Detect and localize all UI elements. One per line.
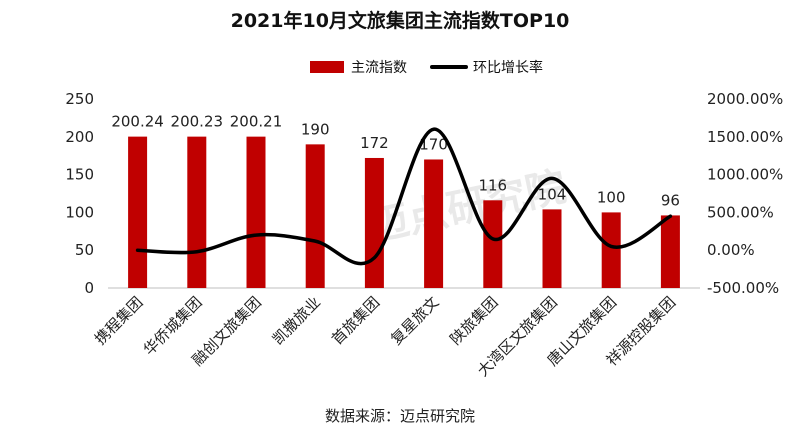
bar-value-label: 200.23 <box>171 113 224 131</box>
bar <box>601 212 621 288</box>
bar-value-label: 200.21 <box>230 113 283 131</box>
line-series <box>135 127 673 266</box>
right-axis-ticks: -500.00% 0.00% 500.00% 1000.00% 1500.00% 2000… <box>707 90 783 297</box>
bar <box>542 209 562 288</box>
legend-bar-label: 主流指数 <box>351 60 407 76</box>
left-tick-label: 250 <box>65 90 94 108</box>
right-tick-label: -500.00% <box>707 279 779 297</box>
legend-bar-swatch <box>310 61 344 73</box>
bar-value-label: 96 <box>661 191 680 209</box>
bar <box>128 136 148 288</box>
bar-data-labels: 200.24 200.23 200.21 190 172 170 116 104 100 96 <box>111 113 680 210</box>
bar <box>483 200 503 288</box>
bar <box>246 136 266 288</box>
category-label: 复星旅文 <box>387 293 442 348</box>
bar-value-label: 172 <box>360 134 389 152</box>
category-label: 首旅集团 <box>328 293 383 348</box>
watermark-text: 迈点研究院 <box>365 164 570 251</box>
left-tick-label: 150 <box>65 166 94 184</box>
bar <box>364 157 384 288</box>
bar <box>660 215 680 288</box>
left-tick-label: 50 <box>75 241 94 259</box>
bar-value-label: 200.24 <box>111 113 164 131</box>
right-tick-label: 500.00% <box>707 203 774 221</box>
right-tick-label: 1000.00% <box>707 166 783 184</box>
category-label: 凯撒旅业 <box>269 293 324 348</box>
left-axis-ticks: 0 50 100 150 200 250 <box>65 90 94 297</box>
chart-title: 2021年10月文旅集团主流指数TOP10 <box>231 9 570 32</box>
bar <box>424 159 444 288</box>
bar-value-label: 104 <box>538 185 567 203</box>
legend: 主流指数 环比增长率 <box>310 59 543 76</box>
bar <box>305 144 325 288</box>
bar-value-label: 116 <box>478 176 507 194</box>
watermark: 迈点研究院 <box>365 164 570 251</box>
category-label: 携程集团 <box>91 293 146 348</box>
category-label: 陕旅集团 <box>446 293 501 348</box>
bar-value-label: 100 <box>597 188 626 206</box>
growth-rate-line <box>135 127 673 266</box>
left-tick-label: 200 <box>65 128 94 146</box>
bar-value-label: 170 <box>419 135 448 153</box>
legend-line-label: 环比增长率 <box>473 59 543 76</box>
bar <box>187 136 207 288</box>
right-tick-label: 1500.00% <box>707 128 783 146</box>
left-tick-label: 0 <box>84 279 94 297</box>
left-tick-label: 100 <box>65 203 94 221</box>
bar-value-label: 190 <box>301 120 330 138</box>
right-tick-label: 0.00% <box>707 241 755 259</box>
source-note: 数据来源：迈点研究院 <box>325 407 475 425</box>
right-tick-label: 2000.00% <box>707 90 783 108</box>
